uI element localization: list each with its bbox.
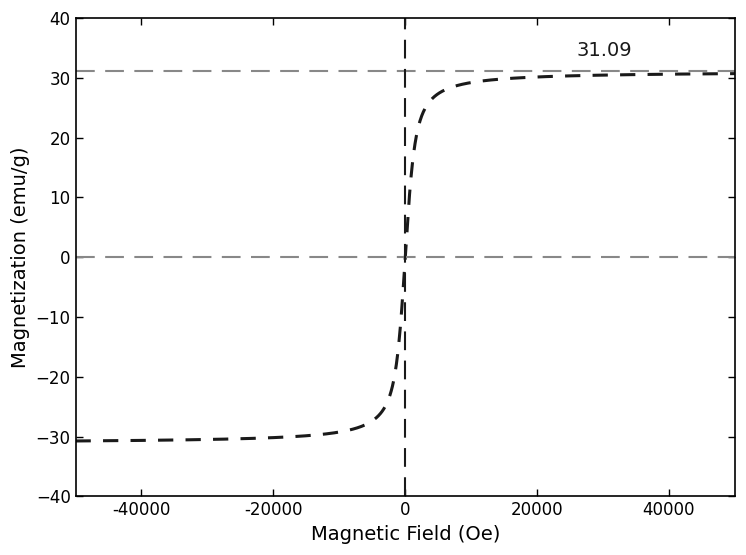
Y-axis label: Magnetization (emu/g): Magnetization (emu/g) (11, 147, 30, 368)
Text: 31.09: 31.09 (577, 41, 633, 60)
X-axis label: Magnetic Field (Oe): Magnetic Field (Oe) (310, 525, 500, 544)
